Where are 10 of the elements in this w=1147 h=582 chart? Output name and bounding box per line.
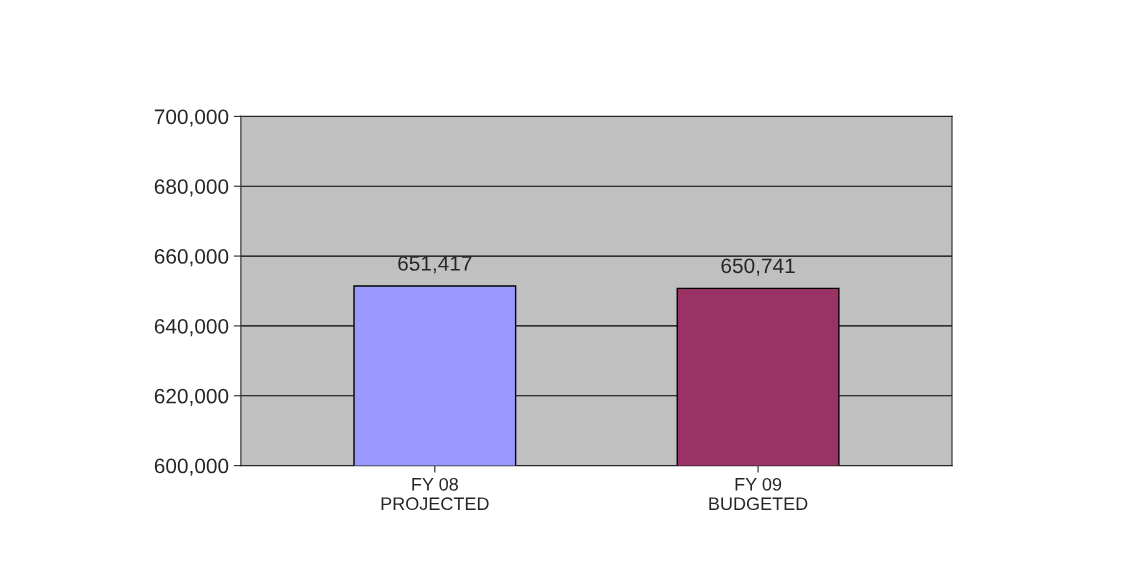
x-tick-label: FY 08 PROJECTED <box>381 477 489 511</box>
y-tick-label: 600,000 <box>154 458 229 476</box>
y-tick-label: 660,000 <box>154 249 229 267</box>
data-label: 651,417 <box>398 256 472 274</box>
y-tick-label: 620,000 <box>154 388 229 406</box>
y-tick-label: 700,000 <box>154 109 229 127</box>
x-tick-label: FY 09 BUDGETED <box>709 477 808 511</box>
data-label: 650,741 <box>721 258 795 276</box>
y-tick-label: 640,000 <box>154 318 229 337</box>
y-tick-label: 680,000 <box>154 179 229 197</box>
